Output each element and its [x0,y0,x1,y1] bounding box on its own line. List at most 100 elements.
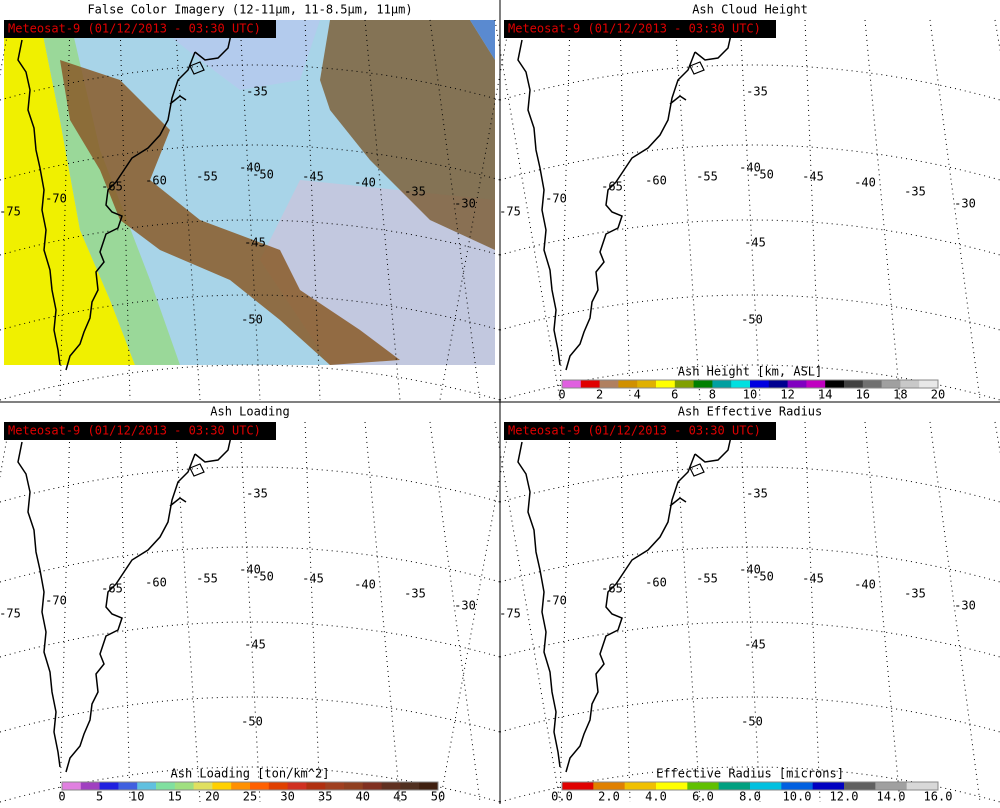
longitude-line [864,19,901,401]
grid-label: -75 [0,205,21,219]
grid-label: -35 [404,587,426,601]
colorbar-tick-label: 40 [356,790,370,804]
colorbar-tick-label: 50 [431,790,445,804]
satellite-label-box [4,20,276,38]
latitude-line [499,696,1000,733]
island [189,463,205,477]
satellite-label: Meteosat-9 (01/12/2013 - 03:30 UTC) [8,22,261,36]
longitude-line [119,19,131,401]
latitude-line [499,219,1000,256]
colorbar-tick-label: 18 [893,388,907,402]
panel-title: Ash Effective Radius [678,405,823,419]
colorbar-tick-label: 45 [393,790,407,804]
grid-label: -50 [252,570,274,584]
grid-label: -35 [246,487,268,501]
colorbar-segment [287,782,307,790]
colorbar-segment [900,380,920,388]
colorbar-segment [656,782,688,790]
grid-label: -35 [246,85,268,99]
colorbar-tick-label: 8 [709,388,716,402]
graticule [0,19,561,401]
map-panel: -35 -40 -45 -50 -75 -70 -65 -60 -55 -50 -45 -40 -35 -… [0,3,561,401]
colorbar-tick-label: 12 [780,388,794,402]
longitude-line [804,421,821,803]
longitude-line [674,19,701,401]
latitude-line [0,621,501,658]
grid-label: -45 [744,236,766,250]
colorbar-segment [618,380,638,388]
grid-label: -50 [752,570,774,584]
grid-label: -65 [101,180,123,194]
colorbar-tick-label: 0 [558,388,565,402]
satellite-label-box [4,422,276,440]
colorbar-segment [231,782,251,790]
colorbar-title: Effective Radius [microns] [656,767,844,781]
grid-label: -55 [696,170,718,184]
colorbar-segment [306,782,326,790]
colorbar-tick-label: 2.0 [598,790,620,804]
imagery-region [470,20,495,60]
coastline [517,39,561,366]
coastline [565,431,733,773]
grid-label: -35 [404,185,426,199]
colorbar-segment [325,782,345,790]
grid-label: -75 [499,607,521,621]
grid-label: -30 [454,197,476,211]
colorbar-tick-label: 0 [58,790,65,804]
satellite-label-box [504,422,776,440]
colorbar-tick-label: 10.0 [783,790,812,804]
grid-label: -40 [354,578,376,592]
colorbar-segment [362,782,383,790]
colorbar-tick-label: 10 [130,790,144,804]
colorbar-tick-label: 16.0 [924,790,953,804]
grid-label: -40 [239,563,261,577]
satellite-label: Meteosat-9 (01/12/2013 - 03:30 UTC) [8,424,261,438]
imagery-region [4,20,135,365]
grid-label: -45 [244,236,266,250]
colorbar-segment [712,380,732,388]
grid-label: -65 [101,582,123,596]
grid-label: -60 [145,576,167,590]
colorbar-segment [781,782,814,790]
colorbar-segment [268,782,289,790]
grid-label: -30 [954,197,976,211]
grid-label: -55 [196,170,218,184]
colorbar-segment [750,380,770,388]
colorbar-tick-label: 2 [596,388,603,402]
colorbar-tick-label: 25 [243,790,257,804]
colorbar-tick-label: 6.0 [692,790,714,804]
grid-label: -45 [302,170,324,184]
colorbar-tick-label: 16 [856,388,870,402]
colorbar-tick-label: 4.0 [645,790,667,804]
colorbar-tick-label: 30 [280,790,294,804]
latitude-line [499,294,1000,331]
grid-label: -45 [244,638,266,652]
colorbar-tick-label: 20 [931,388,945,402]
latitude-line [499,144,1000,181]
latitude-line [499,546,1000,583]
grid-label: -45 [802,572,824,586]
coastline [17,441,61,768]
latitude-line [499,64,1000,101]
grid-label: -45 [744,638,766,652]
colorbar-tick-label: 15 [168,790,182,804]
colorbar-segment [750,782,782,790]
colorbar-segment [787,380,807,388]
island [689,463,705,477]
colorbar-tick-label: 35 [318,790,332,804]
colorbar-segment [687,782,720,790]
imagery-region [60,60,400,365]
colorbar-segment [400,782,420,790]
longitude-line [559,421,571,803]
grid-label: -60 [645,576,667,590]
grid-label: -55 [196,572,218,586]
colorbar-segment [212,782,232,790]
colorbar-segment [881,380,901,388]
colorbar-segment [599,380,619,388]
colorbar-segment [419,782,439,790]
colorbar-segment [674,380,695,388]
colorbar-segment [193,782,213,790]
colorbar-tick-label: 20 [205,790,219,804]
longitude-line [304,421,321,803]
satellite-label: Meteosat-9 (01/12/2013 - 03:30 UTC) [508,22,761,36]
